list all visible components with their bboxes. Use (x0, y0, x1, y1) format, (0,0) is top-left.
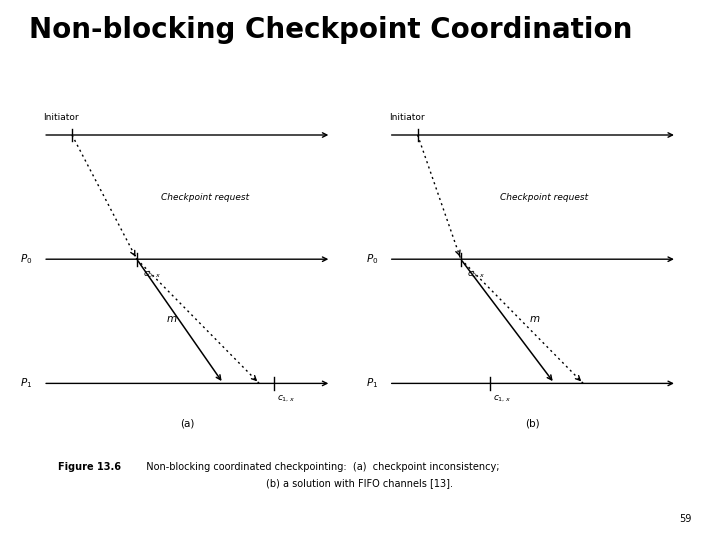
Text: $c_{0,x}$: $c_{0,x}$ (143, 270, 161, 280)
Text: $c_{1,x}$: $c_{1,x}$ (277, 394, 295, 404)
Text: $P_1$: $P_1$ (20, 376, 32, 390)
Text: 59: 59 (679, 514, 691, 524)
Text: $P_0$: $P_0$ (366, 252, 378, 266)
Text: Initiator: Initiator (389, 112, 424, 122)
Text: Checkpoint request: Checkpoint request (500, 193, 588, 201)
Text: $c_{0,x}$: $c_{0,x}$ (467, 270, 485, 280)
Text: Non-blocking coordinated checkpointing:  (a)  checkpoint inconsistency;: Non-blocking coordinated checkpointing: … (140, 462, 500, 472)
Text: Checkpoint request: Checkpoint request (161, 193, 249, 201)
Text: Initiator: Initiator (43, 112, 78, 122)
Text: $m$: $m$ (166, 314, 177, 323)
Text: (b) a solution with FIFO channels [13].: (b) a solution with FIFO channels [13]. (266, 478, 454, 488)
Text: $c_{1,x}$: $c_{1,x}$ (493, 394, 511, 404)
Text: (a): (a) (180, 418, 194, 429)
Text: $m$: $m$ (529, 314, 541, 323)
Text: Figure 13.6: Figure 13.6 (58, 462, 121, 472)
Text: $P_0$: $P_0$ (20, 252, 32, 266)
Text: (b): (b) (526, 418, 540, 429)
Text: $P_1$: $P_1$ (366, 376, 378, 390)
Text: Non-blocking Checkpoint Coordination: Non-blocking Checkpoint Coordination (29, 16, 632, 44)
